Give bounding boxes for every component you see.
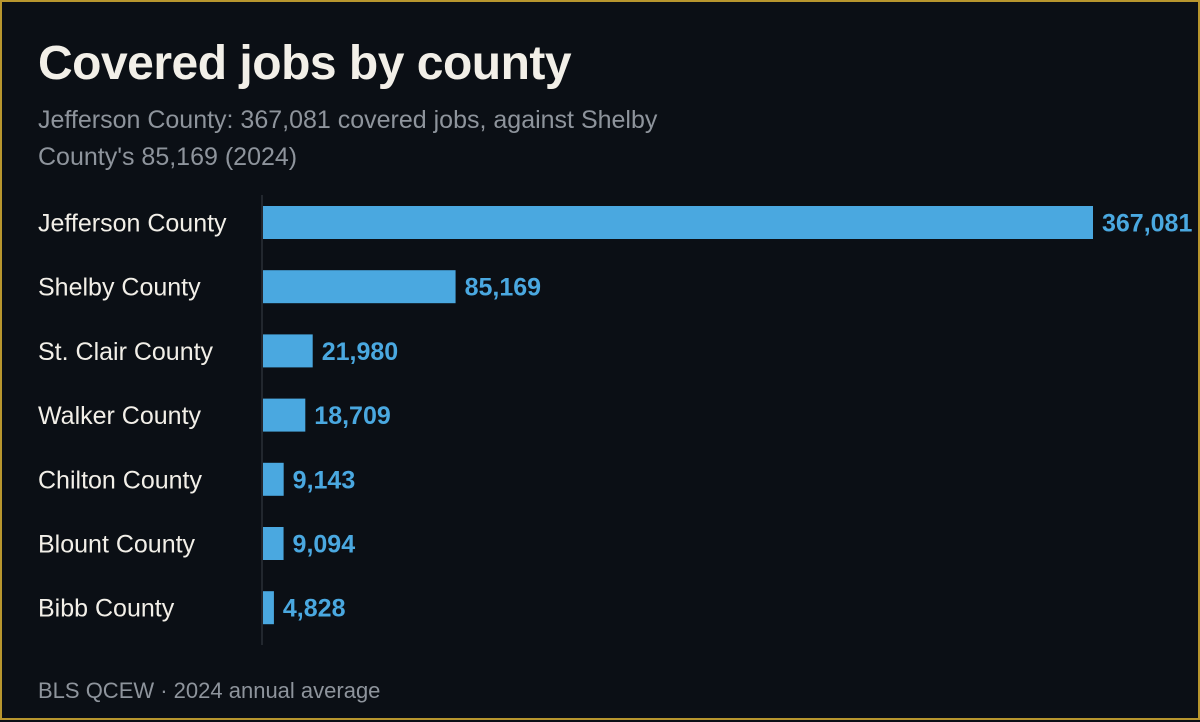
value-label: 9,094 <box>293 531 356 559</box>
category-label: Jefferson County <box>38 210 227 238</box>
bar <box>263 398 306 432</box>
bar <box>263 462 284 496</box>
bar <box>263 270 456 304</box>
value-label: 367,081 <box>1102 210 1192 238</box>
category-label: Walker County <box>38 402 202 430</box>
value-label: 85,169 <box>465 274 541 302</box>
value-label: 9,143 <box>293 466 356 494</box>
chart-title: Covered jobs by county <box>38 37 572 90</box>
source-note: BLS QCEW · 2024 annual average <box>38 678 381 703</box>
category-label: Bibb County <box>38 595 175 623</box>
category-label: Chilton County <box>38 466 202 494</box>
bar <box>263 527 284 560</box>
value-label: 4,828 <box>283 595 346 623</box>
bar <box>263 206 1093 239</box>
chart-subtitle: Jefferson County: 367,081 covered jobs, … <box>38 106 658 171</box>
bar <box>263 334 313 368</box>
bar <box>263 591 274 625</box>
value-label: 21,980 <box>322 338 398 366</box>
value-label: 18,709 <box>314 402 390 430</box>
category-label: Blount County <box>38 531 196 559</box>
category-label: St. Clair County <box>38 338 214 366</box>
category-label: Shelby County <box>38 274 201 302</box>
